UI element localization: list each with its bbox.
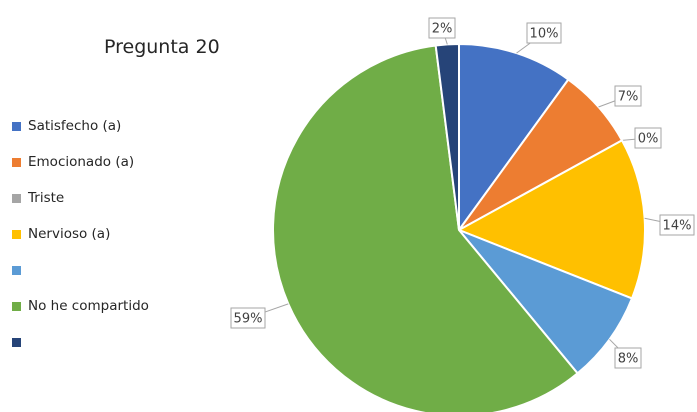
data-label-dark-blue: 2% <box>428 17 456 39</box>
pie-slice-light-blue <box>458 229 634 375</box>
legend-label-emocionado: Emocionado (a) <box>28 154 135 170</box>
data-label-box <box>614 347 642 369</box>
data-label-triste: 0% <box>634 127 662 149</box>
data-label-satisfecho: 10% <box>526 22 562 44</box>
data-label-box <box>428 17 456 39</box>
legend-swatch-light-blue <box>12 266 21 275</box>
legend-label-nervioso: Nervioso (a) <box>28 226 111 242</box>
data-label-box <box>230 307 266 329</box>
legend-swatch-triste <box>12 194 21 203</box>
data-label-box <box>659 214 695 236</box>
data-label-light-blue: 8% <box>614 347 642 369</box>
data-label-no-he-compartido: 59% <box>230 307 266 329</box>
legend-swatch-dark-blue <box>12 338 21 347</box>
pie-slice-nervioso <box>456 139 646 300</box>
data-label-box <box>634 127 662 149</box>
data-label-text: 2% <box>432 22 453 37</box>
data-label-emocionado: 7% <box>614 85 642 107</box>
legend-swatch-emocionado <box>12 158 21 167</box>
legend-swatch-nervioso <box>12 230 21 239</box>
pie-slice-no-he-compartido <box>272 44 579 412</box>
data-label-text: 59% <box>234 312 263 327</box>
data-label-nervioso: 14% <box>659 214 695 236</box>
chart-title: Pregunta 20 <box>104 36 220 58</box>
data-label-box <box>614 85 642 107</box>
data-label-text: 10% <box>530 27 559 42</box>
pie-slice-satisfecho <box>458 42 570 234</box>
data-label-box <box>526 22 562 44</box>
data-label-text: 14% <box>663 219 692 234</box>
legend-swatch-no-he-compartido <box>12 302 21 311</box>
legend-swatch-satisfecho <box>12 122 21 131</box>
data-label-text: 7% <box>618 90 639 105</box>
data-label-text: 0% <box>638 132 659 147</box>
legend-label-triste: Triste <box>28 190 65 206</box>
legend-label-no-he-compartido: No he compartido <box>28 298 149 314</box>
legend-label-satisfecho: Satisfecho (a) <box>28 118 122 134</box>
data-label-text: 8% <box>618 352 639 367</box>
